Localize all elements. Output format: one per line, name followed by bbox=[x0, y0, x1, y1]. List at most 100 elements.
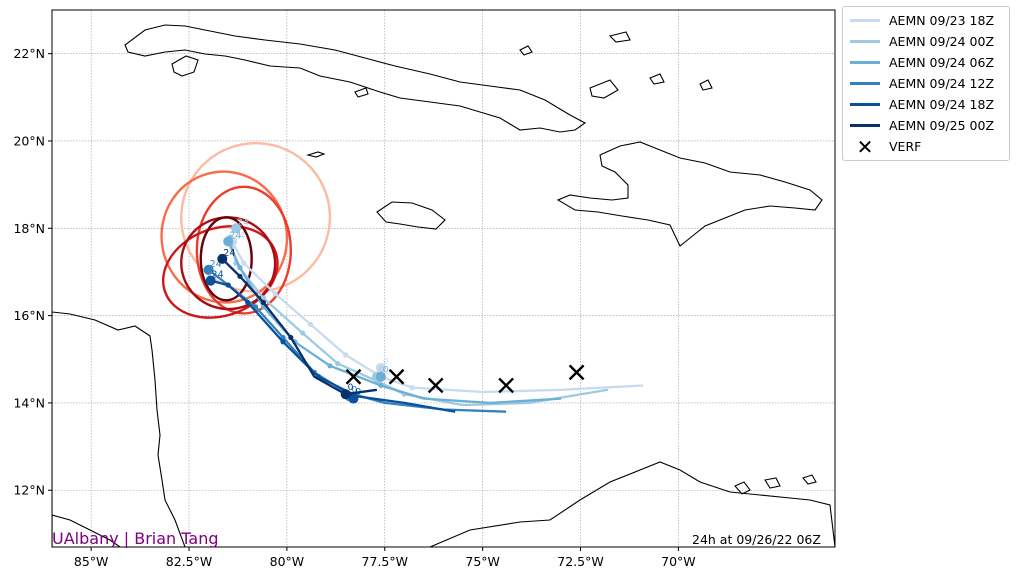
legend-swatch bbox=[849, 40, 881, 43]
track-point bbox=[409, 385, 415, 391]
uncertainty-ellipses bbox=[160, 141, 332, 319]
legend-item: AEMN 09/24 18Z bbox=[843, 94, 1009, 115]
axis-ticks: 85°W 82.5°W 80°W 77.5°W 75°W 72.5°W 70°W 12°N 14… bbox=[13, 46, 695, 569]
track-point bbox=[288, 334, 294, 341]
legend-label: AEMN 09/23 18Z bbox=[889, 13, 995, 28]
uncertainty-ellipse bbox=[180, 216, 277, 311]
legend-item-verf: ✕ VERF bbox=[843, 136, 1009, 157]
panama-coastline bbox=[52, 514, 121, 547]
x-mark-icon: ✕ bbox=[856, 134, 874, 159]
cayman-coastline bbox=[305, 151, 326, 158]
legend-label: AEMN 09/24 00Z bbox=[889, 34, 995, 49]
track-end-label: 24 bbox=[233, 230, 245, 241]
uncertainty-ellipse bbox=[195, 185, 293, 315]
uncertainty-ellipse bbox=[199, 216, 253, 302]
track-point bbox=[237, 273, 243, 279]
legend-label: AEMN 09/24 06Z bbox=[889, 55, 995, 70]
track-start-marker bbox=[348, 393, 359, 404]
verf-marker bbox=[498, 377, 514, 394]
y-tick-label: 20°N bbox=[13, 133, 45, 148]
track-point bbox=[272, 291, 278, 297]
x-tick-label: 82.5°W bbox=[166, 554, 212, 569]
central-america-coastline bbox=[52, 311, 186, 547]
curacao-coastline bbox=[734, 474, 817, 495]
isla-juventud-coastline bbox=[171, 55, 199, 77]
verf-marker bbox=[427, 377, 444, 394]
y-tick-label: 22°N bbox=[13, 46, 45, 61]
cuba-coastline bbox=[124, 24, 587, 133]
track-point bbox=[378, 382, 384, 389]
legend-label: AEMN 09/25 00Z bbox=[889, 118, 995, 133]
track-end-label: 24 bbox=[229, 230, 241, 241]
track-end-marker bbox=[231, 223, 242, 234]
valid-time-text: 24h at 09/26/22 06Z bbox=[692, 532, 821, 547]
track-start-marker bbox=[375, 363, 386, 373]
legend-swatch bbox=[849, 19, 881, 22]
legend-label: VERF bbox=[889, 139, 922, 154]
track-start-label: 0 bbox=[383, 357, 389, 367]
track-start-marker bbox=[340, 389, 351, 400]
track-end-label: 24 bbox=[237, 217, 249, 228]
track-start-marker bbox=[375, 371, 386, 382]
legend-item: AEMN 09/24 12Z bbox=[843, 73, 1009, 94]
uncertainty-ellipse bbox=[160, 170, 289, 304]
track-end-marker bbox=[223, 236, 234, 247]
legend-swatch bbox=[849, 103, 881, 106]
track-start-label: 0 bbox=[379, 366, 385, 376]
track-point bbox=[280, 339, 286, 345]
track-end-label: 24 bbox=[210, 259, 222, 270]
track-end-label: 24 bbox=[212, 270, 224, 281]
legend: AEMN 09/23 18Z AEMN 09/24 00Z AEMN 09/24 0… bbox=[842, 6, 1010, 161]
legend-swatch bbox=[849, 124, 881, 127]
legend-label: AEMN 09/24 18Z bbox=[889, 97, 995, 112]
track-point bbox=[307, 321, 313, 327]
y-tick-label: 12°N bbox=[13, 483, 45, 498]
verification-markers bbox=[345, 364, 585, 394]
legend-item: AEMN 09/24 00Z bbox=[843, 31, 1009, 52]
track-end-marker bbox=[217, 253, 228, 264]
legend-item: AEMN 09/23 18Z bbox=[843, 10, 1009, 31]
track-end-marker bbox=[203, 264, 214, 275]
jamaica-coastline bbox=[376, 201, 446, 230]
verf-marker bbox=[388, 368, 405, 385]
x-tick-label: 80°W bbox=[270, 554, 305, 569]
track-point bbox=[299, 330, 306, 336]
credit-text: UAlbany | Brian Tang bbox=[52, 529, 219, 548]
x-tick-label: 77.5°W bbox=[362, 554, 408, 569]
x-tick-label: 72.5°W bbox=[557, 554, 603, 569]
forecast-track-line bbox=[231, 240, 644, 394]
legend-swatch bbox=[849, 82, 881, 85]
y-tick-label: 16°N bbox=[13, 308, 45, 323]
hispaniola-coastline bbox=[556, 141, 823, 247]
plot-frame bbox=[51, 9, 836, 548]
track-point bbox=[237, 264, 243, 271]
y-tick-label: 18°N bbox=[13, 221, 45, 236]
verf-marker bbox=[345, 368, 362, 385]
track-point bbox=[327, 363, 333, 369]
colombia-coastline bbox=[429, 461, 835, 547]
verf-marker bbox=[568, 364, 585, 381]
track-end-marker bbox=[205, 275, 216, 286]
track-end-label: 24 bbox=[223, 248, 235, 259]
gridlines bbox=[52, 10, 835, 547]
legend-item: AEMN 09/24 06Z bbox=[843, 52, 1009, 73]
legend-swatch bbox=[849, 61, 881, 64]
x-tick-label: 70°W bbox=[661, 554, 696, 569]
track-point bbox=[343, 352, 349, 358]
legend-item: AEMN 09/25 00Z bbox=[843, 115, 1009, 136]
track-start-label: 0 bbox=[383, 366, 389, 376]
x-tick-label: 75°W bbox=[465, 554, 500, 569]
track-point bbox=[245, 299, 251, 306]
bahamas-coastline bbox=[354, 31, 713, 99]
track-start-label: 0 bbox=[352, 385, 358, 395]
forecast-track-line bbox=[210, 279, 456, 413]
legend-label: AEMN 09/24 12Z bbox=[889, 76, 995, 91]
track-point bbox=[225, 282, 231, 288]
track-point bbox=[335, 361, 341, 367]
x-tick-label: 85°W bbox=[74, 554, 109, 569]
track-point bbox=[241, 260, 247, 266]
uncertainty-ellipse bbox=[161, 225, 279, 319]
track-point bbox=[260, 299, 267, 306]
